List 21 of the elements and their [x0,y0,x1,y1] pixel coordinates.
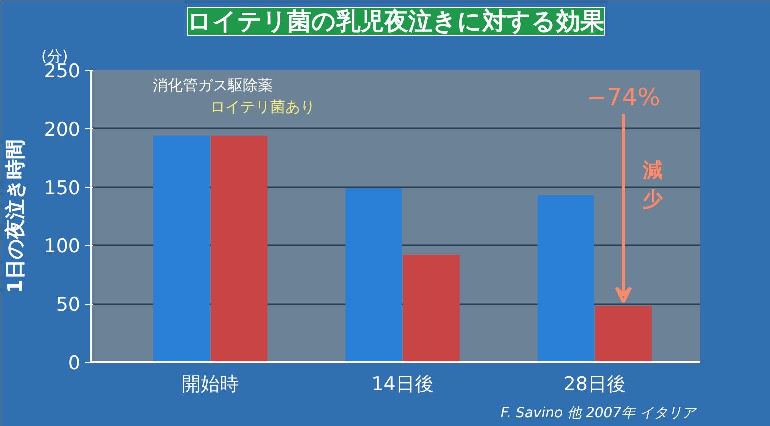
bar [595,306,652,362]
text: F. Savino 他 2007年 イタリア [500,406,698,422]
y-tick-label: 200 [44,118,80,141]
y-tick-label: 100 [44,236,80,258]
y-tick-label: 150 [44,177,80,200]
chart-title: ロイテリ菌の乳児夜泣きに対する効果 [188,8,604,36]
bar [346,188,402,362]
series-label: ロイテリ菌あり [210,98,316,116]
text: 消化管ガス駆除薬 [152,76,273,94]
annotation: 減少 [642,158,664,211]
bar [211,136,268,362]
annotation: −74% [586,83,660,112]
bar [538,195,594,362]
bar [154,136,210,362]
y-tick-label: 50 [56,294,81,316]
y-tick-label: 0 [68,352,81,374]
bar [403,255,460,362]
x-tick-label: 14日後 [372,374,434,396]
x-tick-label: 開始時 [182,374,240,396]
x-tick-label: 28日後 [564,374,626,396]
y-axis-title: 1日の夜泣き時間 [3,140,28,294]
